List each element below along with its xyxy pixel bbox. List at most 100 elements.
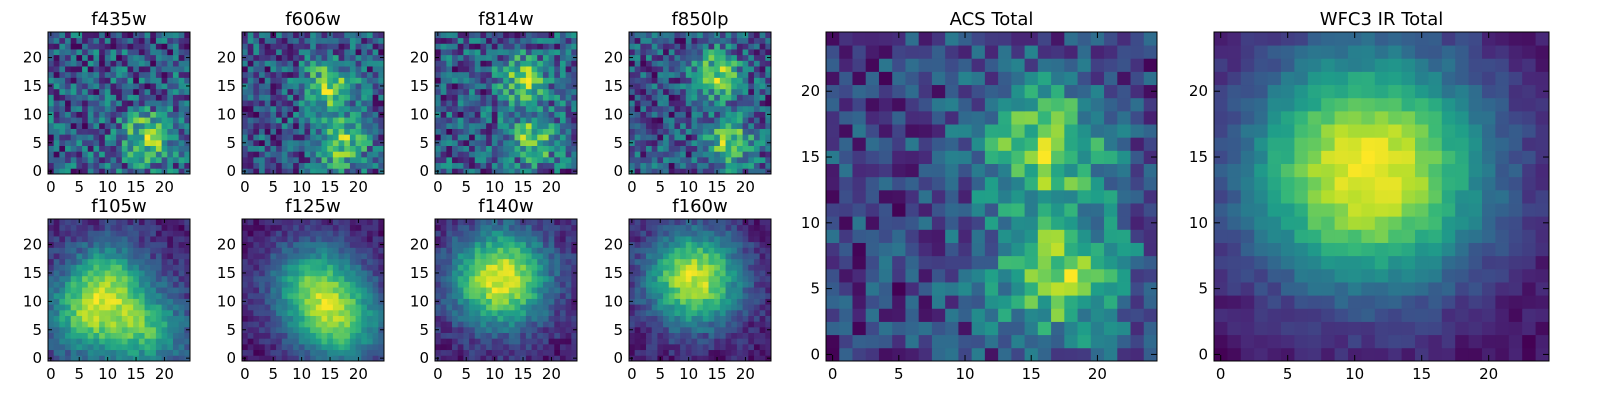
- heatmap-cell: [646, 83, 653, 90]
- heatmap-cell: [270, 145, 277, 152]
- heatmap-cell: [276, 315, 283, 322]
- heatmap-cell: [150, 224, 157, 231]
- heatmap-cell: [144, 292, 151, 299]
- heatmap-cell: [719, 128, 726, 135]
- heatmap-cell: [651, 287, 658, 294]
- heatmap-cell: [361, 309, 368, 316]
- heatmap-cell: [537, 224, 544, 231]
- heatmap-cell: [270, 253, 277, 260]
- heatmap-cell: [629, 134, 636, 141]
- heatmap-cell: [378, 321, 385, 328]
- heatmap-cell: [742, 139, 749, 146]
- heatmap-cell: [133, 139, 140, 146]
- heatmap-cell: [321, 139, 328, 146]
- heatmap-cell: [293, 355, 300, 362]
- heatmap-cell: [65, 77, 72, 84]
- heatmap-cell: [332, 162, 339, 169]
- y-tick-label: 0: [32, 349, 42, 367]
- heatmap-cell: [565, 60, 572, 67]
- heatmap-cell: [65, 309, 72, 316]
- heatmap-cell: [253, 156, 260, 164]
- y-tick-label: 5: [32, 134, 42, 152]
- heatmap-cell: [559, 54, 567, 61]
- heatmap-cell: [298, 134, 305, 141]
- heatmap-cell: [565, 236, 572, 243]
- heatmap-cell: [719, 66, 726, 73]
- heatmap-cell: [338, 292, 345, 299]
- heatmap-cell: [640, 332, 647, 339]
- heatmap-cell: [714, 281, 721, 288]
- heatmap-cell: [361, 151, 368, 158]
- heatmap-cell: [281, 60, 288, 67]
- heatmap-cell: [491, 253, 498, 260]
- heatmap-cell: [440, 139, 447, 146]
- heatmap-cell: [508, 230, 515, 237]
- heatmap-cell: [508, 253, 515, 260]
- heatmap-cell: [457, 247, 464, 254]
- heatmap-cell: [304, 139, 311, 146]
- heatmap-cell: [748, 49, 755, 56]
- heatmap-cell: [76, 247, 83, 254]
- heatmap-cell: [657, 332, 664, 339]
- heatmap-cell: [440, 151, 447, 158]
- heatmap-cell: [172, 111, 180, 118]
- heatmap-cell: [514, 128, 521, 135]
- heatmap-cell: [247, 71, 254, 78]
- heatmap-cell: [634, 151, 641, 158]
- heatmap-cell: [525, 49, 532, 56]
- heatmap-cell: [469, 309, 476, 316]
- heatmap-cell: [253, 88, 260, 95]
- heatmap-cell: [99, 117, 106, 124]
- heatmap-cell: [259, 43, 266, 50]
- heatmap-cell: [281, 338, 288, 345]
- heatmap-cell: [634, 37, 641, 44]
- heatmap-cell: [531, 287, 538, 294]
- heatmap-cell: [310, 43, 317, 50]
- heatmap-cell: [691, 315, 698, 322]
- heatmap-cell: [259, 54, 266, 61]
- heatmap-cell: [82, 122, 89, 129]
- heatmap-cell: [99, 281, 106, 288]
- heatmap-cell: [327, 253, 334, 260]
- heatmap-cell: [680, 162, 687, 169]
- heatmap-cell: [491, 264, 498, 271]
- heatmap-cell: [668, 338, 675, 345]
- heatmap-cell: [184, 49, 191, 56]
- heatmap-cell: [491, 100, 498, 107]
- heatmap-cell: [634, 83, 641, 90]
- heatmap-cell: [378, 162, 385, 169]
- heatmap-cell: [554, 105, 561, 112]
- heatmap-cell: [514, 105, 521, 112]
- heatmap-cell: [298, 281, 305, 288]
- heatmap-cell: [372, 338, 379, 345]
- heatmap-cell: [338, 54, 345, 61]
- heatmap-cell: [480, 32, 487, 39]
- heatmap-cell: [525, 355, 532, 362]
- heatmap-cell: [133, 122, 140, 129]
- heatmap-cell: [559, 247, 567, 254]
- heatmap-cell: [315, 60, 322, 67]
- heatmap-cell: [48, 287, 55, 294]
- heatmap-cell: [276, 43, 283, 50]
- heatmap-cell: [310, 281, 317, 288]
- heatmap-cell: [110, 355, 117, 362]
- heatmap-cell: [714, 292, 721, 299]
- heatmap-cell: [719, 309, 726, 316]
- heatmap-cell: [110, 315, 117, 322]
- heatmap-cell: [304, 43, 311, 50]
- heatmap-cell: [281, 49, 288, 56]
- heatmap-cell: [554, 43, 561, 50]
- heatmap-cell: [184, 287, 191, 294]
- heatmap-cell: [446, 230, 453, 237]
- heatmap-cell: [76, 94, 83, 101]
- heatmap-cell: [480, 37, 487, 44]
- heatmap-cell: [565, 253, 572, 260]
- heatmap-cell: [651, 315, 658, 322]
- heatmap-cell: [514, 304, 521, 311]
- heatmap-cell: [281, 275, 288, 282]
- heatmap-cell: [138, 253, 145, 260]
- heatmap-cell: [287, 162, 294, 169]
- heatmap-cell: [155, 66, 162, 73]
- heatmap-cell: [548, 83, 555, 90]
- heatmap-cell: [480, 338, 487, 345]
